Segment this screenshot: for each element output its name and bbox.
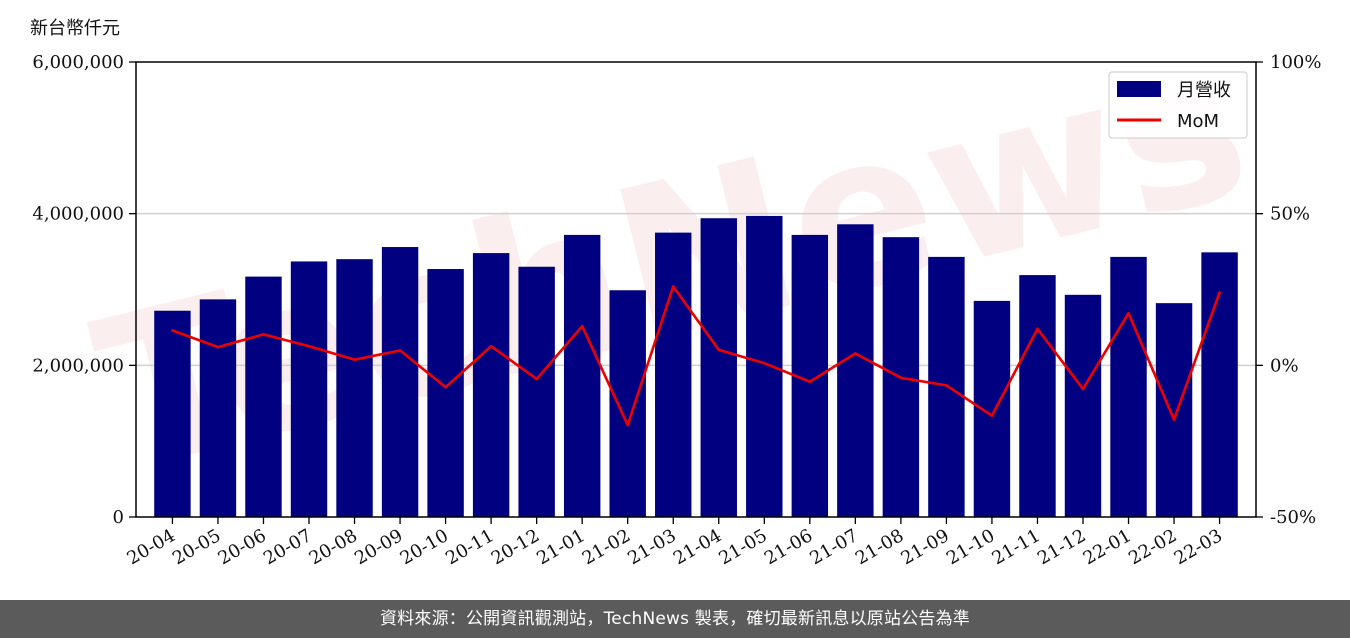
left-tick-label: 0 [113,507,124,528]
mom-point-20-04 [171,329,174,332]
mom-point-21-12 [1081,387,1085,391]
x-tick-label-22-01: 22-01 [1080,525,1135,569]
mom-point-21-06 [808,380,812,384]
bar-20-06 [245,276,282,517]
legend-label-revenue: 月營收 [1177,80,1231,101]
bar-21-11 [1019,275,1056,517]
right-tick-label: 0% [1270,355,1299,376]
x-tick-label-20-06: 20-06 [215,525,270,569]
x-tick-label-20-05: 20-05 [169,525,224,569]
mom-point-21-03 [671,285,675,288]
left-tick-label: 4,000,000 [32,204,124,225]
bar-21-05 [746,215,783,518]
chart: TechNews 02,000,0004,000,0006,000,000-50… [32,0,1321,569]
x-tick-label-21-01: 21-01 [533,525,588,569]
mom-point-21-05 [762,361,766,365]
mom-point-21-01 [580,324,584,328]
left-tick-label: 2,000,000 [32,355,124,376]
bar-20-12 [518,266,555,517]
x-tick-label-20-08: 20-08 [306,525,361,569]
bar-20-05 [199,299,237,517]
x-tick-label-21-09: 21-09 [897,525,952,569]
legend-swatch-bar [1117,81,1161,97]
mom-point-20-12 [535,377,538,381]
bar-21-04 [700,218,737,517]
mom-point-20-10 [444,385,447,389]
mom-point-21-09 [945,384,948,387]
bar-21-01 [563,234,601,517]
x-tick-label-21-07: 21-07 [806,525,861,569]
mom-point-20-06 [262,333,265,336]
mom-point-20-08 [353,358,356,361]
bar-20-10 [427,269,464,517]
mom-point-21-04 [717,348,721,352]
mom-point-20-11 [489,344,493,348]
legend: 月營收 MoM [1108,71,1248,139]
x-tick-label-21-06: 21-06 [761,525,816,569]
bar-21-02 [609,290,646,517]
bar-22-03 [1201,252,1238,517]
mom-point-21-10 [990,414,994,417]
right-tick-label: 50% [1270,204,1310,225]
legend-label-mom: MoM [1177,111,1219,132]
mom-point-22-03 [1218,291,1221,294]
left-tick-label: 6,000,000 [32,52,124,73]
x-tick-label-21-05: 21-05 [715,525,770,569]
y-axis-unit-label: 新台幣仟元 [30,18,120,39]
bar-20-07 [290,261,328,517]
mom-point-21-08 [899,376,903,380]
bar-20-08 [336,259,373,517]
bar-series [154,215,1238,518]
bar-22-02 [1155,303,1193,517]
bar-20-09 [381,247,419,518]
x-tick-label-21-12: 21-12 [1034,525,1089,569]
x-tick-label-21-11: 21-11 [989,525,1044,569]
bar-20-11 [472,253,510,517]
bar-22-01 [1110,256,1147,517]
bar-21-12 [1064,294,1102,517]
x-tick-label-20-11: 20-11 [442,525,497,569]
bar-21-03 [655,232,692,517]
x-tick-label-21-02: 21-02 [579,525,634,569]
x-tick-label-20-12: 20-12 [488,525,543,569]
bar-20-04 [154,310,191,517]
bar-21-07 [837,224,874,518]
mom-point-20-09 [398,349,402,352]
x-tick-label-21-10: 21-10 [943,525,998,569]
mom-point-21-07 [854,352,857,355]
plot-frame [135,61,1257,518]
mom-point-21-02 [626,423,630,427]
mom-point-21-11 [1036,327,1039,331]
mom-line [171,285,1221,427]
x-tick-label-20-09: 20-09 [351,525,406,569]
x-tick-label-21-08: 21-08 [852,525,907,569]
mom-point-20-07 [307,344,311,348]
x-tick-label-20-07: 20-07 [260,525,315,569]
line-series [171,285,1221,427]
right-tick-label: 100% [1270,52,1321,73]
mom-point-22-01 [1127,311,1130,315]
right-tick-label: -50% [1270,507,1316,528]
x-tick-label-20-10: 20-10 [397,525,452,569]
x-tick-label-21-03: 21-03 [624,525,679,569]
bar-21-10 [973,300,1011,517]
x-tick-label-20-04: 20-04 [123,525,178,569]
x-tick-label-21-04: 21-04 [670,525,725,569]
x-tick-label-22-02: 22-02 [1125,525,1180,569]
mom-point-20-05 [216,345,220,349]
source-footer: 資料來源：公開資訊觀測站，TechNews 製表，確切最新訊息以原站公告為準 [0,600,1350,638]
x-tick-label-22-03: 22-03 [1171,525,1226,569]
mom-point-22-02 [1172,418,1176,421]
